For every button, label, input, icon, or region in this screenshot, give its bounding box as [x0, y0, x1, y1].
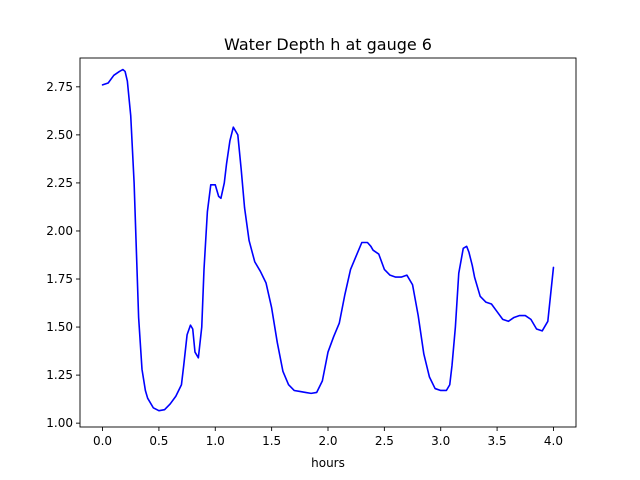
x-axis-ticks: 0.0 0.5 1.0 1.5 2.0 2.5 3.0 3.5 4.0 [93, 427, 563, 448]
y-tick-label: 1.50 [46, 320, 73, 334]
y-tick-label: 1.75 [46, 272, 73, 286]
x-tick-label: 0.0 [93, 434, 112, 448]
x-tick-label: 2.5 [375, 434, 394, 448]
series-line-0 [101, 68, 555, 412]
x-tick-label: 3.0 [431, 434, 450, 448]
y-tick-label: 1.25 [46, 368, 73, 382]
y-tick-label: 2.75 [46, 80, 73, 94]
x-tick-label: 2.0 [318, 434, 337, 448]
x-tick-label: 0.5 [149, 434, 168, 448]
y-tick-label: 2.00 [46, 224, 73, 238]
x-tick-label: 3.5 [488, 434, 507, 448]
x-tick-label: 4.0 [544, 434, 563, 448]
y-tick-label: 2.25 [46, 176, 73, 190]
x-axis-label: hours [311, 456, 345, 470]
y-tick-label: 2.50 [46, 128, 73, 142]
y-tick-label: 1.00 [46, 416, 73, 430]
x-tick-label: 1.5 [262, 434, 281, 448]
y-axis-ticks: 1.00 1.25 1.50 1.75 2.00 2.25 2.50 2.75 [46, 80, 80, 430]
chart-title: Water Depth h at gauge 6 [224, 35, 432, 54]
x-tick-label: 1.0 [206, 434, 225, 448]
